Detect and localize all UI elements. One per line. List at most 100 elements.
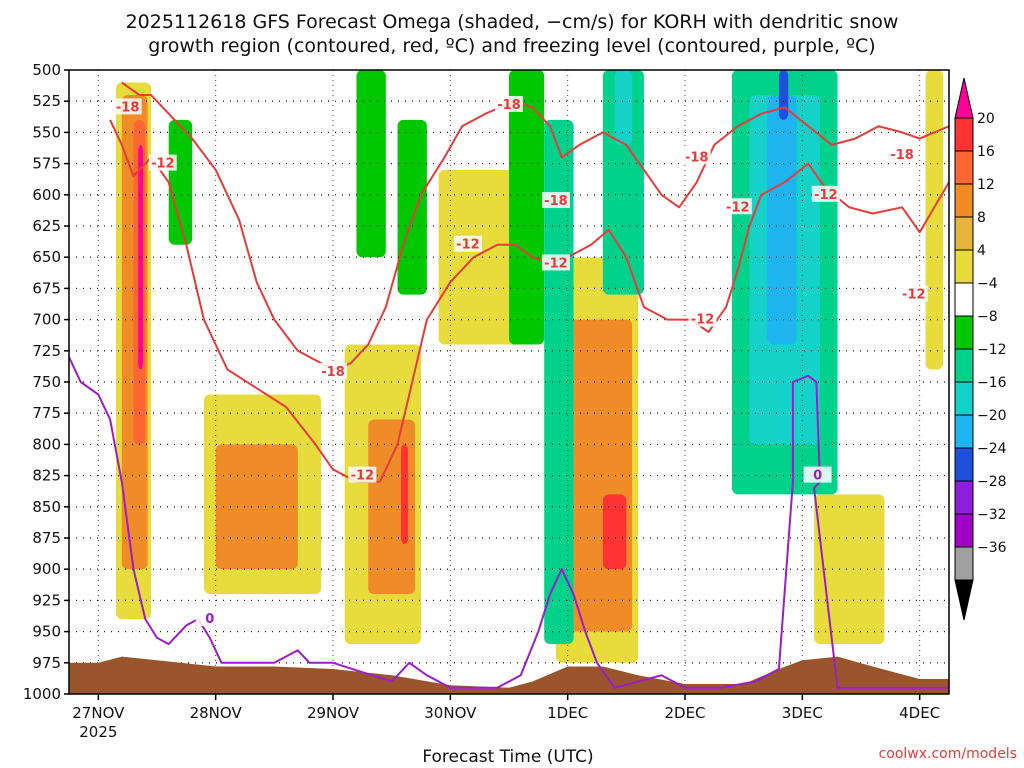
contour-label-4: -12 <box>456 238 480 253</box>
contour-label-bg-4 <box>453 235 482 252</box>
y-tick-label-2: 550 <box>32 123 61 141</box>
colorbar-label-0: 20 <box>977 111 995 127</box>
colorbar-band-4 <box>954 249 974 284</box>
colorbar-band-12 <box>954 513 974 548</box>
colorbar-label-5: −4 <box>977 276 998 292</box>
y-tick-label-0: 500 <box>32 61 61 79</box>
y-tick-label-7: 675 <box>32 279 61 297</box>
colorbar-label-3: 8 <box>977 210 986 226</box>
colorbar-band-5 <box>954 282 974 317</box>
contour-label-bg-6 <box>541 254 570 271</box>
contour-freezing_0 <box>69 356 949 689</box>
omega-region-8 <box>401 444 409 545</box>
y-tick-label-8: 700 <box>32 311 61 329</box>
colorbar-top-triangle <box>954 77 974 119</box>
contour-label-bg-8 <box>682 148 711 165</box>
contour-label-7: -18 <box>544 194 568 209</box>
terrain-ground <box>69 656 949 694</box>
colorbar-band-1 <box>954 150 974 185</box>
omega-region-16 <box>544 119 574 645</box>
y-tick-label-18: 950 <box>32 623 61 641</box>
omega-region-24 <box>767 94 797 345</box>
y-tick-label-14: 850 <box>32 498 61 516</box>
colorbar-band-9 <box>954 414 974 449</box>
omega-region-5 <box>215 444 298 570</box>
x-tick-year-label: 2025 <box>79 723 117 741</box>
contour-label-bg-2 <box>319 363 347 380</box>
y-tick-label-16: 900 <box>32 560 61 578</box>
omega-region-3 <box>138 144 143 370</box>
y-tick-label-12: 800 <box>32 435 61 453</box>
contour-dgz_-18 <box>121 81 949 371</box>
colorbar-band-11 <box>954 480 974 515</box>
y-tick-label-9: 725 <box>32 342 61 360</box>
x-tick-label-2: 29NOV <box>307 704 360 722</box>
omega-region-14 <box>925 70 944 370</box>
y-tick-label-17: 925 <box>32 591 61 609</box>
omega-region-21 <box>168 119 193 245</box>
contour-label-12: -18 <box>890 148 914 163</box>
contour-label-bg-7 <box>541 192 570 209</box>
y-tick-label-13: 825 <box>32 467 61 485</box>
contour-label-14: 0 <box>205 612 214 627</box>
y-tick-label-10: 750 <box>32 373 61 391</box>
contour-label-bg-3 <box>348 466 377 483</box>
colorbar-label-6: −8 <box>977 309 998 325</box>
contour-label-bg-9 <box>688 310 717 327</box>
x-tick-label-4: 1DEC <box>547 704 588 722</box>
omega-region-9 <box>438 169 521 345</box>
x-tick-label-1: 28NOV <box>190 704 243 722</box>
colorbar-label-10: −24 <box>977 441 1007 457</box>
x-tick-label-5: 2DEC <box>664 704 705 722</box>
y-tick-label-6: 650 <box>32 248 61 266</box>
colorbar-label-7: −12 <box>977 342 1007 358</box>
colorbar-label-2: 12 <box>977 177 995 193</box>
y-tick-label-1: 525 <box>32 92 61 110</box>
y-tick-label-19: 975 <box>32 654 61 672</box>
colorbar-band-13 <box>954 546 974 581</box>
colorbar-band-8 <box>954 381 974 416</box>
omega-region-25 <box>778 70 789 120</box>
colorbar-band-0 <box>954 117 974 152</box>
omega-region-20 <box>397 119 427 295</box>
colorbar-label-1: 16 <box>977 144 995 160</box>
omega-region-13 <box>814 494 885 645</box>
contour-label-10: -12 <box>726 200 750 215</box>
omega-region-19 <box>356 70 386 258</box>
contour-label-15: 0 <box>813 469 822 484</box>
contour-label-0: -18 <box>116 100 140 115</box>
contour-label-3: -12 <box>351 469 375 484</box>
colorbar-label-12: −32 <box>977 507 1007 523</box>
x-tick-label-6: 3DEC <box>782 704 823 722</box>
colorbar-label-9: −20 <box>977 408 1007 424</box>
contour-label-9: -12 <box>691 313 715 328</box>
colorbar-label-13: −36 <box>977 540 1007 556</box>
contour-label-13: -12 <box>902 288 926 303</box>
contour-label-bg-13 <box>899 285 928 302</box>
y-tick-label-20: 1000 <box>23 685 61 703</box>
contour-label-8: -18 <box>685 150 709 165</box>
colorbar-band-6 <box>954 315 974 350</box>
omega-region-12 <box>602 494 627 570</box>
colorbar-band-2 <box>954 183 974 218</box>
omega-region-15 <box>509 70 545 345</box>
contour-label-bg-1 <box>148 154 177 171</box>
omega-region-18 <box>614 70 633 145</box>
contour-label-bg-0 <box>113 98 142 115</box>
colorbar-band-3 <box>954 216 974 251</box>
contour-label-bg-15 <box>803 466 832 483</box>
contour-label-2: -18 <box>321 365 345 380</box>
contour-dgz_-12 <box>109 119 949 483</box>
x-tick-label-0: 27NOV <box>72 704 125 722</box>
contour-label-1: -12 <box>151 157 175 172</box>
colorbar-bottom-triangle <box>954 579 974 621</box>
y-tick-label-15: 875 <box>32 529 61 547</box>
contour-label-11: -12 <box>814 188 838 203</box>
contour-label-bg-5 <box>495 95 523 112</box>
y-tick-label-5: 625 <box>32 217 61 235</box>
chart-title-line-2: growth region (contoured, red, ºC) and f… <box>148 35 875 57</box>
colorbar-label-8: −16 <box>977 375 1007 391</box>
contour-label-bg-14 <box>195 610 224 627</box>
y-tick-label-3: 575 <box>32 155 61 173</box>
